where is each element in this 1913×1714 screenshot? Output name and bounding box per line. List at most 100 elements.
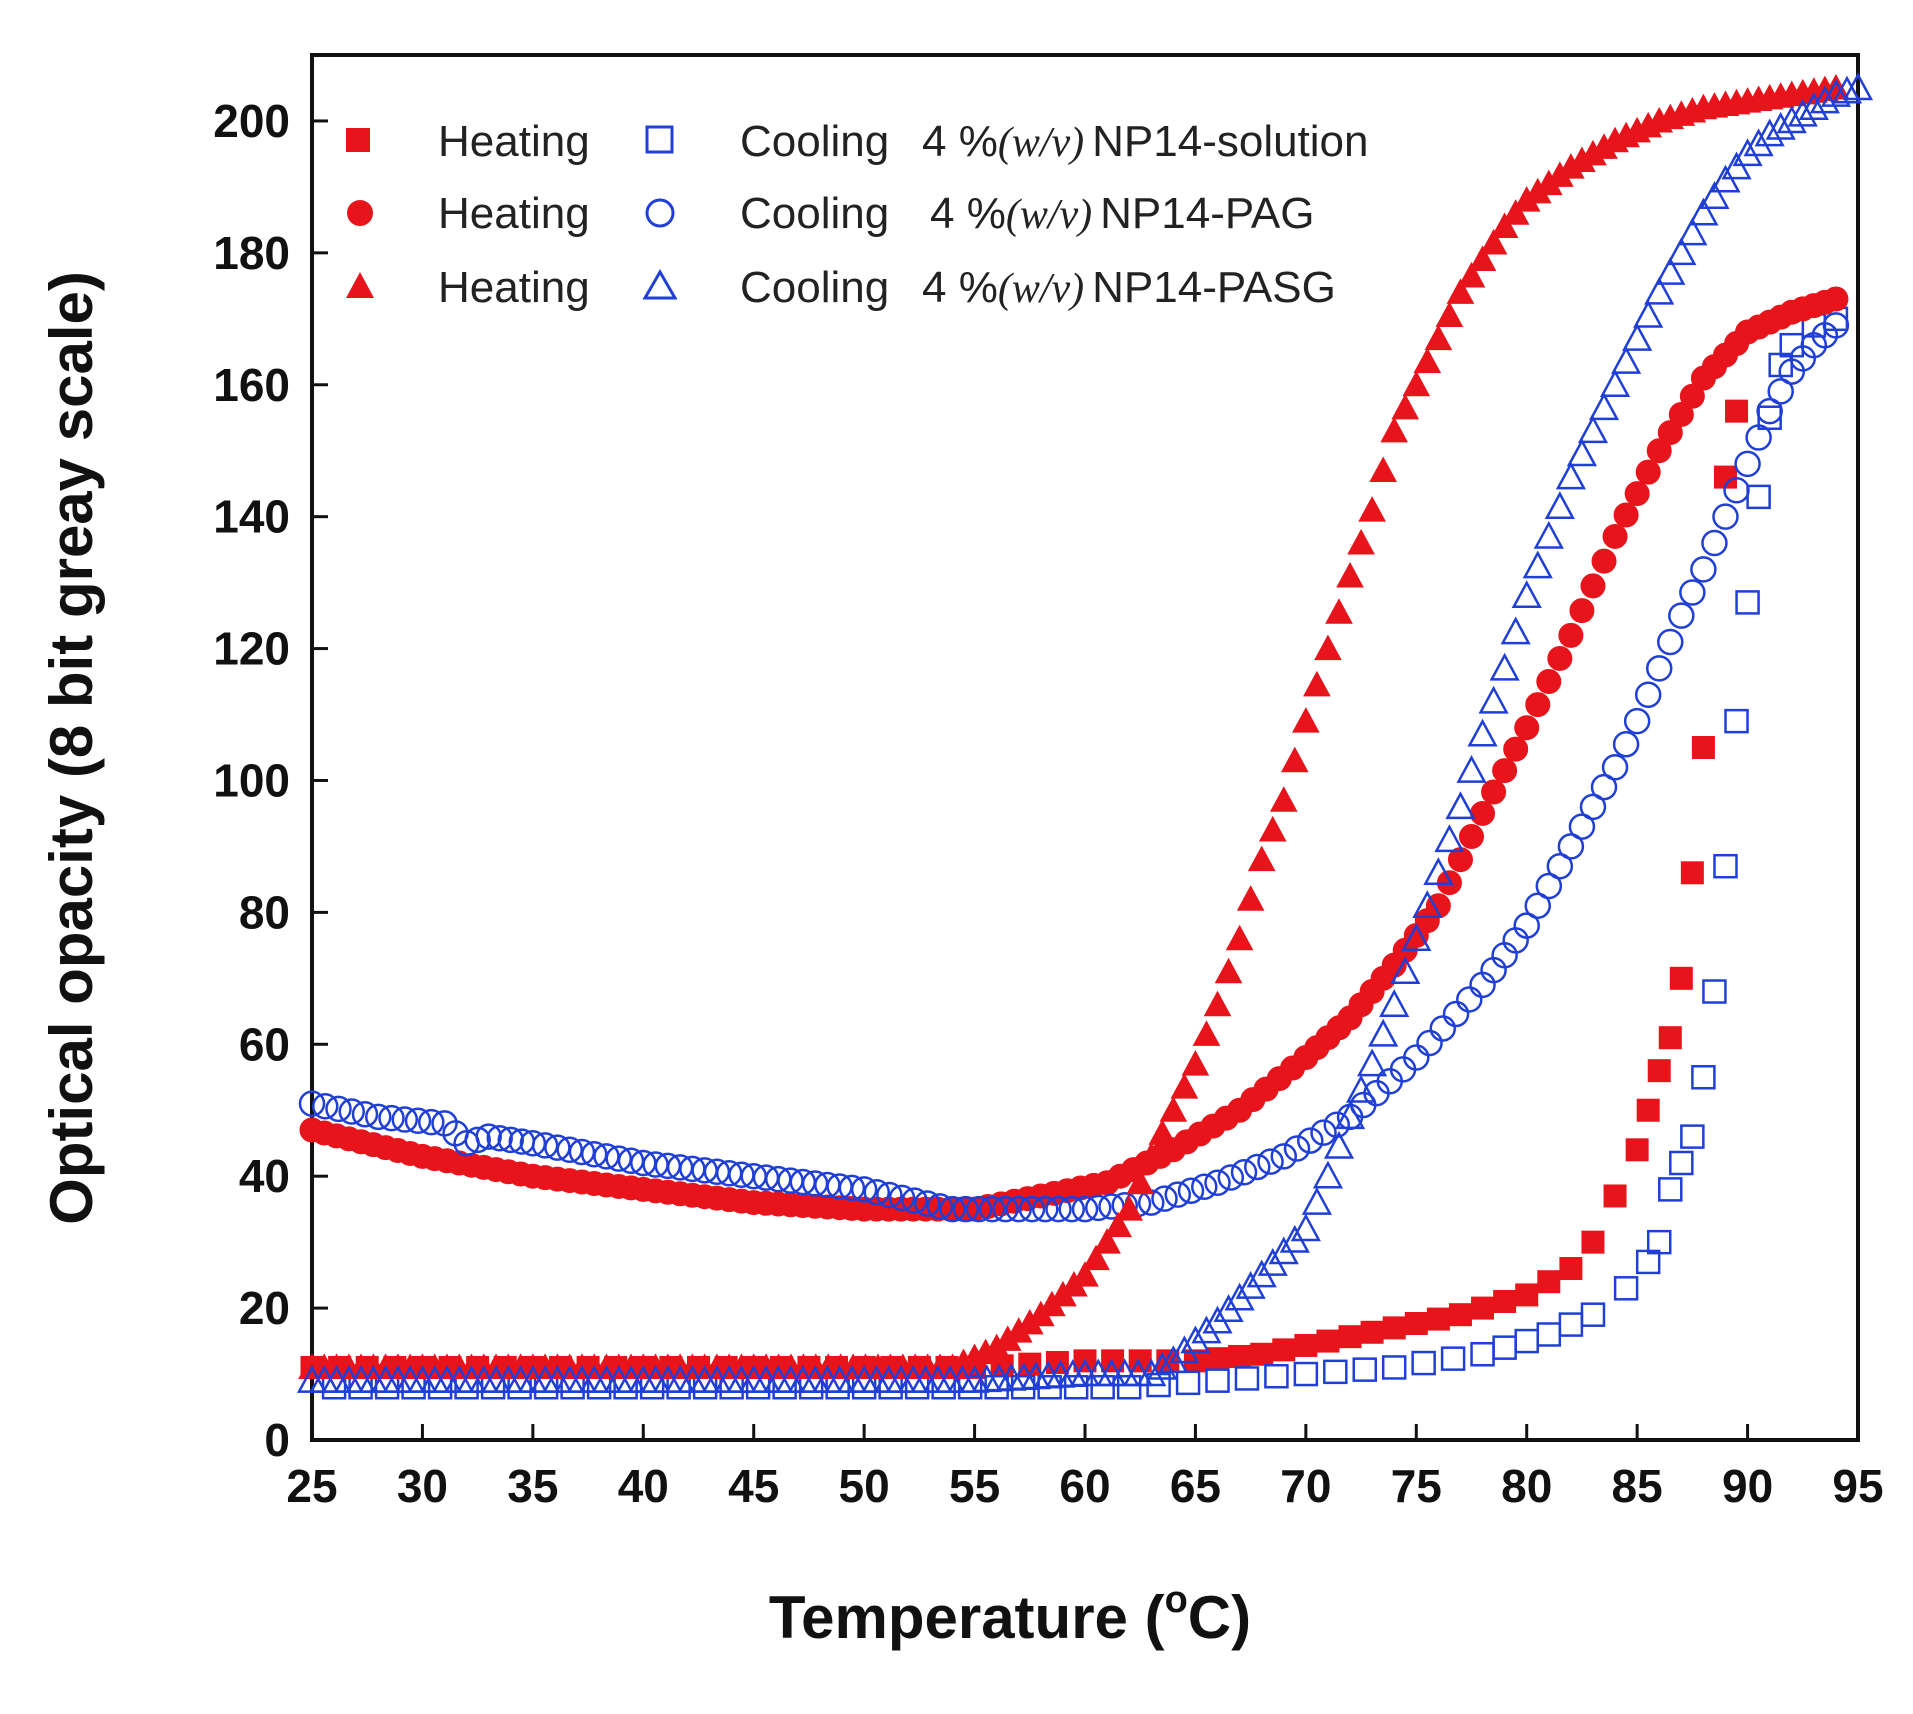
data-point (1647, 1059, 1671, 1083)
data-point (1456, 986, 1483, 1013)
x-axis-title: Temperature (oC) (769, 1579, 1251, 1651)
x-tick-label: 80 (1501, 1460, 1552, 1512)
data-point (1244, 1153, 1271, 1181)
data-point (1725, 399, 1749, 423)
data-point (1005, 1195, 1032, 1223)
data-point (1312, 1160, 1344, 1189)
data-point (1470, 1342, 1495, 1367)
data-point (1658, 1026, 1682, 1050)
data-point (1820, 78, 1852, 107)
data-point (1633, 299, 1664, 328)
data-point (1264, 1363, 1289, 1389)
data-point (1489, 652, 1520, 681)
data-point (1093, 1228, 1121, 1254)
data-point (544, 1134, 571, 1161)
data-point (1175, 1370, 1201, 1396)
data-point (1180, 1325, 1211, 1354)
data-point (1225, 924, 1254, 951)
data-point (1503, 736, 1529, 762)
data-point (1148, 1119, 1177, 1145)
data-point (1290, 1213, 1321, 1242)
data-point (1338, 1325, 1362, 1349)
data-point (1787, 98, 1818, 127)
data-point (1411, 1350, 1436, 1376)
data-point (1471, 1296, 1495, 1320)
data-point (404, 1107, 432, 1135)
data-point (1294, 1333, 1318, 1357)
data-point (1668, 602, 1695, 629)
data-point (1402, 370, 1431, 397)
data-point (913, 1190, 941, 1217)
legend-marker-cooling-circle (645, 198, 675, 228)
series-1 (321, 306, 1849, 1400)
data-point (1547, 645, 1573, 671)
data-point (1323, 1130, 1355, 1159)
x-tick-label: 65 (1170, 1460, 1221, 1512)
data-point (1514, 715, 1540, 741)
data-point (1368, 1018, 1399, 1047)
data-point (1258, 815, 1287, 842)
data-point (1657, 628, 1684, 656)
data-point (1590, 773, 1618, 801)
data-point (1636, 1098, 1660, 1122)
data-point (1746, 484, 1771, 510)
data-point (1581, 1230, 1605, 1254)
data-point (876, 1181, 903, 1209)
data-point (1668, 401, 1694, 427)
data-point (901, 1187, 928, 1214)
data-point (1680, 1124, 1705, 1149)
data-point (1293, 1361, 1319, 1387)
data-point (497, 1126, 525, 1154)
data-point (1588, 392, 1620, 421)
data-point (1426, 1307, 1450, 1331)
data-point (1645, 655, 1673, 682)
x-tick-label: 85 (1612, 1460, 1663, 1512)
data-point (1214, 957, 1243, 984)
data-point (1635, 459, 1661, 485)
data-point (1234, 1366, 1260, 1391)
data-point (838, 1174, 866, 1202)
data-point (992, 1195, 1019, 1223)
data-point (1612, 730, 1640, 758)
data-point (312, 1093, 339, 1120)
legend-marker-heating-circle (347, 200, 373, 226)
y-tick-label: 60 (239, 1018, 290, 1070)
series-3 (298, 312, 1850, 1223)
data-point (378, 1104, 405, 1132)
data-point (1404, 1311, 1428, 1335)
data-point (1228, 1344, 1252, 1368)
data-point (1269, 786, 1298, 812)
data-point (1478, 685, 1509, 714)
data-point (1754, 118, 1785, 147)
data-point (519, 1129, 547, 1157)
y-tick-label: 0 (264, 1414, 290, 1466)
data-point (1622, 322, 1653, 351)
data-point (1390, 956, 1421, 984)
y-tick-label: 180 (213, 227, 290, 279)
data-point (1345, 1074, 1377, 1103)
series-2 (299, 286, 1849, 1222)
data-point (1809, 85, 1840, 114)
data-point (1151, 1185, 1178, 1212)
data-point (952, 1195, 979, 1223)
data-point (1613, 1276, 1639, 1301)
data-point (1579, 793, 1607, 821)
data-point (1192, 1020, 1221, 1046)
legend-heating-label: Heating (438, 117, 590, 166)
legend-marker-cooling-triangle (642, 268, 678, 300)
y-tick-label: 140 (213, 491, 290, 543)
data-point (888, 1184, 916, 1212)
data-point (298, 1090, 326, 1117)
data-point (1082, 1244, 1110, 1271)
data-point (1358, 496, 1386, 522)
data-point (1525, 692, 1551, 718)
data-point (1159, 1096, 1188, 1122)
x-tick-label: 90 (1722, 1460, 1773, 1512)
x-tick-label: 75 (1391, 1460, 1442, 1512)
data-point (1658, 1177, 1683, 1202)
data-point (1352, 1357, 1378, 1382)
data-point (1501, 199, 1530, 225)
legend-cooling-label: Cooling (740, 263, 889, 312)
data-point (1515, 1283, 1539, 1307)
data-point (1446, 278, 1475, 304)
